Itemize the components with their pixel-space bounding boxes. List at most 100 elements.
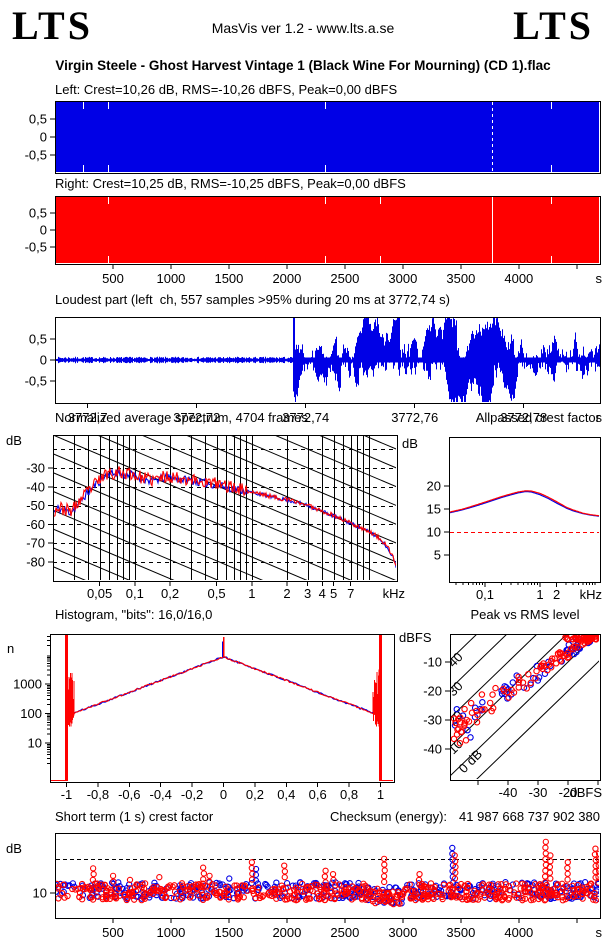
tick-label: -1 <box>61 787 73 802</box>
tick-label: s <box>596 410 603 425</box>
tick-label: s <box>596 925 603 940</box>
tick-label: 1 <box>377 787 384 802</box>
tick-label: s <box>596 271 603 286</box>
tick-label: -50 <box>26 498 45 513</box>
tick-label: -0,4 <box>149 787 171 802</box>
tick-label: 2500 <box>330 271 359 286</box>
tick-label: 4000 <box>504 271 533 286</box>
tick-label: 3772,76 <box>391 410 438 425</box>
tick-label: 7 <box>347 586 354 601</box>
tick-label: 0,5 <box>29 206 47 221</box>
tick-label: 0,6 <box>309 787 327 802</box>
tick-label: 0,5 <box>29 112 47 127</box>
tick-label: 0,4 <box>277 787 295 802</box>
app-version-line: MasVis ver 1.2 - www.lts.a.se <box>211 20 395 36</box>
tick-label: dBFS <box>569 785 602 800</box>
checksum-value: 41 987 668 737 902 380 <box>459 809 600 824</box>
tick-label: 0,2 <box>161 586 179 601</box>
tick-label: 10 <box>427 525 441 540</box>
tick-label: 2000 <box>272 925 301 940</box>
tick-label: 0,05 <box>87 586 112 601</box>
tick-label: -20 <box>559 785 578 800</box>
tick-label: 0 <box>40 223 47 238</box>
tick-label: 10 <box>28 736 42 751</box>
file-title: Virgin Steele - Ghost Harvest Vintage 1 … <box>55 58 551 73</box>
tick-label: 0 <box>220 787 227 802</box>
tick-label: 3000 <box>388 925 417 940</box>
allpassed-title: Allpassed crest factor <box>475 410 600 425</box>
svg-text:40: 40 <box>445 649 466 670</box>
spectrum-y-unit: dB <box>6 433 22 448</box>
tick-label: 15 <box>427 502 441 517</box>
tick-label: -0,6 <box>118 787 140 802</box>
tick-label: kHz <box>580 587 602 602</box>
tick-label: -40 <box>499 785 518 800</box>
svg-text:10: 10 <box>445 736 466 757</box>
tick-label: -80 <box>26 555 45 570</box>
lts-logo-left: LTS <box>12 3 93 48</box>
tick-label: -30 <box>423 713 442 728</box>
tick-label: 100 <box>20 706 42 721</box>
tick-label: -0,5 <box>25 148 47 163</box>
tick-label: 1000 <box>13 677 42 692</box>
tick-label: 0,5 <box>208 586 226 601</box>
checksum-label: Checksum (energy): <box>329 809 448 824</box>
tick-label: 3500 <box>446 271 475 286</box>
tick-label: 0,8 <box>340 787 358 802</box>
tick-label: 1 <box>248 586 255 601</box>
tick-label: -0,5 <box>25 374 47 389</box>
tick-label: 0 <box>40 353 47 368</box>
tick-label: 3 <box>304 586 311 601</box>
tick-label: -30 <box>26 461 45 476</box>
tick-label: kHz <box>383 586 405 601</box>
tick-label: 5 <box>330 586 337 601</box>
tick-label: 0,2 <box>246 787 264 802</box>
tick-label: -0,5 <box>25 240 47 255</box>
tick-label: -40 <box>423 742 442 757</box>
tick-label: 0 <box>40 130 47 145</box>
tick-label: -0,8 <box>87 787 109 802</box>
loudest-part-title: Loudest part (left ch, 557 samples >95% … <box>55 292 450 307</box>
tick-label: 20 <box>427 479 441 494</box>
tick-label: -70 <box>26 536 45 551</box>
tick-label: 500 <box>102 271 124 286</box>
tick-label: 5 <box>434 548 441 563</box>
tick-label: -0,2 <box>181 787 203 802</box>
tick-label: -30 <box>529 785 548 800</box>
lts-logo-right: LTS <box>513 3 594 48</box>
tick-label: 3772,7 <box>68 410 108 425</box>
tick-label: 2500 <box>330 925 359 940</box>
tick-label: -20 <box>423 684 442 699</box>
peak-rms-y-unit: dBFS <box>399 630 432 645</box>
tick-label: 3500 <box>446 925 475 940</box>
tick-label: 1500 <box>214 271 243 286</box>
tick-label: 10 <box>33 885 47 900</box>
left-channel-stats-label: Left: Crest=10,26 dB, RMS=-10,26 dBFS, P… <box>55 82 398 97</box>
tick-label: 1000 <box>156 271 185 286</box>
tick-label: 2 <box>553 587 560 602</box>
tick-label: 3772,72 <box>173 410 220 425</box>
svg-text:30: 30 <box>445 678 466 699</box>
tick-label: 1500 <box>214 925 243 940</box>
tick-label: 3000 <box>388 271 417 286</box>
tick-label: 2000 <box>272 271 301 286</box>
tick-label: 500 <box>102 925 124 940</box>
peak-vs-rms-title: Peak vs RMS level <box>470 607 580 622</box>
tick-label: 4 <box>319 586 326 601</box>
histogram-y-unit: n <box>7 641 15 656</box>
tick-label: 3772,78 <box>500 410 547 425</box>
tick-label: 0,1 <box>126 586 144 601</box>
checksum: Checksum (energy): 41 987 668 737 902 380 <box>330 809 600 824</box>
tick-label: 1000 <box>156 925 185 940</box>
tick-label: -40 <box>26 479 45 494</box>
tick-label: -10 <box>423 655 442 670</box>
tick-label: 3772,74 <box>282 410 329 425</box>
tick-label: -60 <box>26 517 45 532</box>
allpassed-y-unit: dB <box>402 436 418 451</box>
tick-label: 4000 <box>504 925 533 940</box>
tick-label: 1 <box>536 587 543 602</box>
right-channel-stats-label: Right: Crest=10,25 dB, RMS=-10,25 dBFS, … <box>55 176 406 191</box>
shortterm-title: Short term (1 s) crest factor <box>55 809 214 824</box>
shortterm-y-unit: dB <box>6 841 22 856</box>
